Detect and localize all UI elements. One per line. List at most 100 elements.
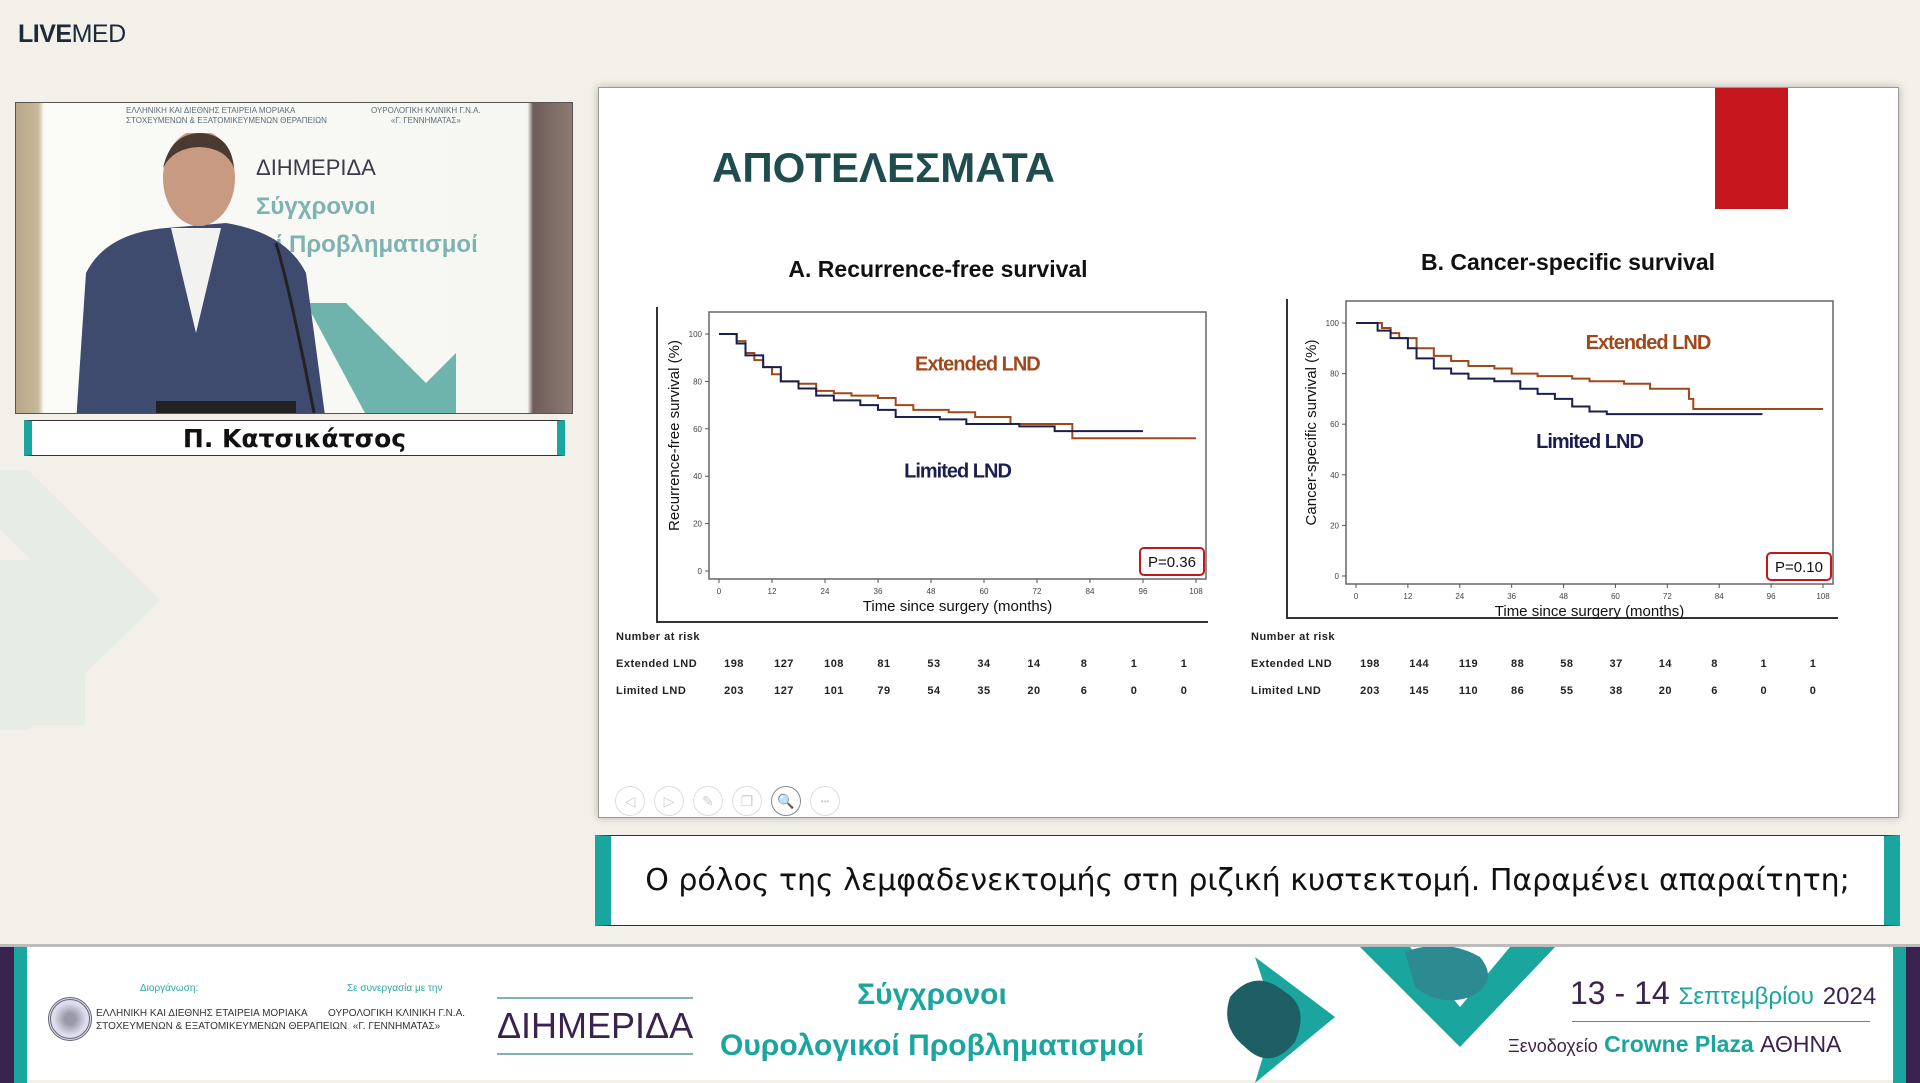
risk-value: 1: [1130, 658, 1138, 670]
risk-value: 198: [724, 658, 744, 670]
plot-area: [1345, 300, 1834, 585]
society-seal-logo: [48, 997, 92, 1041]
chart-a-title: A. Recurrence-free survival: [788, 256, 1088, 282]
x-axis-label: Time since surgery (months): [1495, 603, 1685, 620]
risk-value: 119: [1458, 658, 1479, 670]
risk-value: 53: [927, 658, 941, 670]
risk-value: 55: [1560, 685, 1574, 697]
x-tick-label: 84: [1715, 592, 1724, 601]
p-value-box: [1139, 547, 1205, 576]
y-tick-label: 0: [698, 567, 703, 576]
x-tick-label: 24: [1455, 592, 1464, 601]
organizer-label: Διοργάνωση:: [140, 983, 199, 994]
event-date: 13 - 14 Σεπτεμβρίου 2024: [1570, 975, 1877, 1011]
km-curve-extended-lnd: [719, 333, 1196, 440]
speaker-figure: [76, 133, 325, 413]
y-tick-label: 80: [693, 377, 702, 386]
p-value-box: [1766, 552, 1832, 581]
y-tick-label: 80: [1330, 370, 1339, 379]
risk-value: 101: [824, 685, 844, 697]
y-tick-label: 100: [689, 330, 703, 339]
slides-icon[interactable]: ❐: [732, 786, 762, 816]
video-banner-org: ΕΛΛΗΝΙΚΗ ΚΑΙ ΔΙΕΘΝΗΣ ΕΤΑΙΡΕΙΑ ΜΟΡΙΑΚΑ ΣΤΟ…: [126, 106, 327, 125]
footer-strip-left-teal: [14, 947, 27, 1083]
speaker-video: ΕΛΛΗΝΙΚΗ ΚΑΙ ΔΙΕΘΝΗΣ ΕΤΑΙΡΕΙΑ ΜΟΡΙΑΚΑ ΣΤΟ…: [15, 102, 573, 414]
footer-divider: [1572, 1021, 1870, 1022]
slide-title: ΑΠΟΤΕΛΕΣΜΑΤΑ: [712, 144, 1055, 191]
risk-value: 203: [1360, 685, 1380, 697]
previous-icon[interactable]: ◁: [615, 786, 645, 816]
x-tick-label: 108: [1816, 592, 1830, 601]
footer-strip-right-teal: [1893, 947, 1906, 1083]
risk-value: 127: [774, 658, 794, 670]
risk-row-label: Limited LND: [1251, 685, 1322, 697]
speaker-name-bar: Π. Κατσικάτσος: [24, 420, 565, 456]
x-tick-label: 48: [1559, 592, 1568, 601]
video-banner-sub2: οί Προβληματισμοί: [261, 231, 478, 258]
x-tick-label: 96: [1139, 587, 1148, 596]
x-tick-label: 12: [768, 587, 777, 596]
risk-value: 144: [1409, 658, 1430, 670]
x-tick-label: 72: [1033, 587, 1042, 596]
video-banner-clinic: ΟΥΡΟΛΟΓΙΚΗ ΚΛΙΝΙΚΗ Γ.Ν.Α. «Γ. ΓΕΝΝΗΜΑΤΑΣ»: [371, 106, 481, 125]
partner-name: ΟΥΡΟΛΟΓΙΚΗ ΚΛΙΝΙΚΗ Γ.Ν.Α. «Γ. ΓΕΝΝΗΜΑΤΑΣ»: [328, 1008, 466, 1032]
event-title: Σύγχρονοι Ουρολογικοί Προβληματισμοί: [720, 978, 1144, 1062]
y-tick-label: 60: [1330, 420, 1339, 429]
x-tick-label: 96: [1767, 592, 1776, 601]
y-axis-label: Cancer-specific survival (%): [1303, 340, 1320, 526]
chart-b-title: B. Cancer-specific survival: [1420, 249, 1716, 275]
event-footer-banner: Διοργάνωση: ΕΛΛΗΝΙΚΗ ΚΑΙ ΔΙΕΘΝΗΣ ΕΤΑΙΡΕΙ…: [0, 944, 1920, 1083]
risk-value: 1: [1180, 658, 1188, 670]
x-tick-label: 12: [1403, 592, 1412, 601]
risk-value: 88: [1511, 658, 1525, 670]
x-tick-label: 84: [1086, 587, 1095, 596]
y-axis-label: Recurrence-free survival (%): [666, 340, 683, 531]
x-tick-label: 72: [1663, 592, 1672, 601]
x-tick-label: 0: [717, 587, 722, 596]
risk-value: 110: [1458, 685, 1479, 697]
x-tick-label: 0: [1354, 592, 1359, 601]
risk-table-header: Number at risk: [1251, 631, 1336, 643]
risk-value: 86: [1511, 685, 1525, 697]
km-curve-extended-lnd: [1356, 322, 1823, 411]
risk-table-header: Number at risk: [616, 631, 701, 643]
y-tick-label: 20: [1330, 521, 1339, 530]
risk-row-label: Extended LND: [616, 658, 698, 670]
risk-value: 8: [1711, 658, 1718, 670]
risk-value: 1: [1809, 658, 1817, 670]
next-icon[interactable]: ▷: [654, 786, 684, 816]
pen-icon[interactable]: ✎: [693, 786, 723, 816]
risk-value: 38: [1609, 685, 1623, 697]
x-axis-label: Time since surgery (months): [863, 598, 1053, 615]
livemed-logo: LIVEMED: [18, 20, 126, 48]
risk-value: 145: [1409, 685, 1430, 697]
risk-value: 54: [927, 685, 941, 697]
km-curve-limited-lnd: [1356, 322, 1763, 416]
video-banner-sub1: Σύγχρονοι: [256, 193, 376, 220]
chart-a-recurrence-free-survival: 0 20 40 60 80 100 0 12 24 36 48 60 72 84 96 108 Time sin…: [656, 307, 1208, 623]
event-logo-graphic: [1227, 947, 1555, 1083]
chart-outer-frame: [656, 307, 1208, 623]
risk-value: 14: [1658, 658, 1672, 670]
risk-value: 108: [824, 658, 844, 670]
p-value: P=0.10: [1775, 559, 1823, 576]
risk-value: 203: [724, 685, 744, 697]
background-shape: [0, 560, 85, 725]
risk-value: 58: [1560, 658, 1574, 670]
x-tick-label: 60: [1611, 592, 1620, 601]
risk-row-label: Extended LND: [1251, 658, 1333, 670]
risk-value: 81: [877, 658, 891, 670]
slide-accent-block: [1715, 88, 1788, 209]
risk-value: 0: [1809, 685, 1817, 697]
x-tick-label: 36: [1507, 592, 1516, 601]
risk-value: 20: [1027, 685, 1041, 697]
zoom-icon[interactable]: 🔍: [771, 786, 801, 816]
risk-value: 6: [1080, 685, 1088, 697]
km-curve-limited-lnd: [719, 333, 1143, 433]
footer-strip-left-purple: [0, 947, 14, 1083]
plot-area: [708, 311, 1207, 580]
series-label: Limited LND: [1536, 431, 1643, 453]
event-type: ΔΙΗΜΕΡΙΔΑ: [497, 997, 694, 1055]
more-icon[interactable]: •••: [810, 786, 840, 816]
y-tick-label: 40: [693, 472, 702, 481]
